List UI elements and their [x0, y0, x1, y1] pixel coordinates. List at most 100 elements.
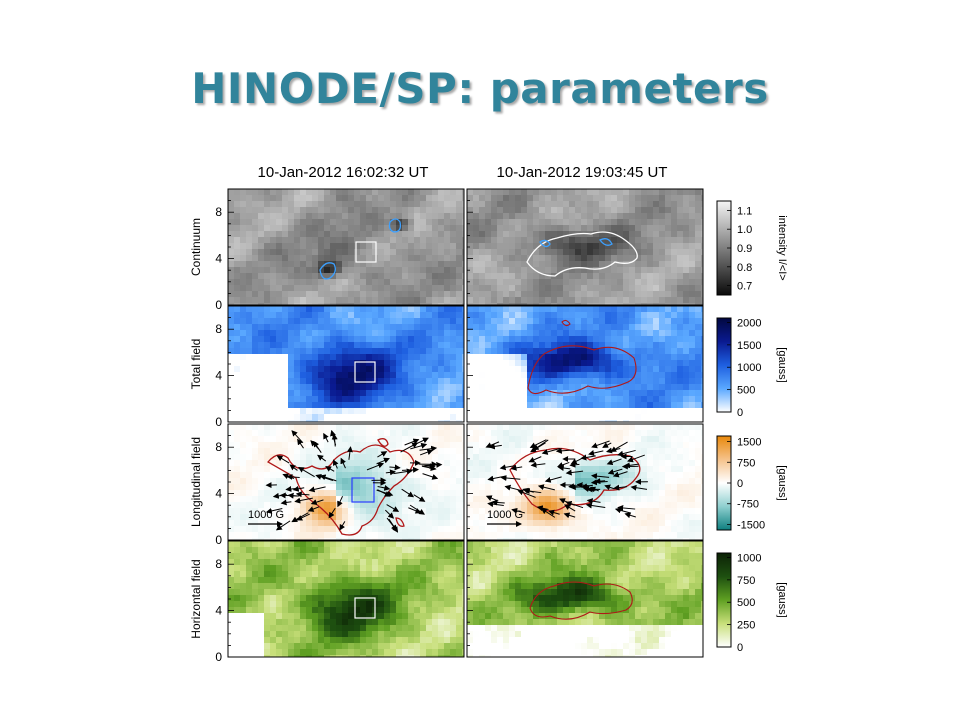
heatmap-cell: [228, 249, 235, 256]
heatmap-cell: [695, 312, 702, 319]
heatmap-cell: [551, 496, 558, 503]
heatmap-cell: [234, 414, 241, 421]
heatmap-cell: [306, 243, 313, 250]
heatmap-cell: [653, 336, 660, 343]
heatmap-cell: [677, 318, 684, 325]
heatmap-cell: [420, 408, 427, 415]
heatmap-cell: [330, 396, 337, 403]
heatmap-cell: [372, 396, 379, 403]
heatmap-cell: [629, 442, 636, 449]
heatmap-cell: [252, 408, 259, 415]
heatmap-cell: [240, 378, 247, 385]
heatmap-cell: [378, 261, 385, 268]
heatmap-cell: [641, 508, 648, 515]
heatmap-cell: [515, 297, 522, 304]
heatmap-cell: [270, 559, 277, 566]
heatmap-cell: [348, 306, 355, 313]
heatmap-cell: [623, 225, 630, 232]
heatmap-cell: [695, 348, 702, 355]
heatmap-cell: [599, 348, 606, 355]
heatmap-cell: [485, 237, 492, 244]
heatmap-cell: [372, 279, 379, 286]
heatmap-cell: [503, 514, 510, 521]
heatmap-cell: [360, 306, 367, 313]
heatmap-cell: [701, 402, 704, 409]
heatmap-cell: [318, 243, 325, 250]
heatmap-cell: [701, 478, 704, 485]
heatmap-cell: [683, 396, 690, 403]
heatmap-cell: [515, 213, 522, 220]
heatmap-cell: [611, 255, 618, 262]
heatmap-cell: [306, 189, 313, 196]
heatmap-cell: [396, 336, 403, 343]
heatmap-cell: [282, 267, 289, 274]
heatmap-cell: [491, 390, 498, 397]
heatmap-cell: [575, 336, 582, 343]
heatmap-cell: [294, 255, 301, 262]
heatmap-cell: [641, 348, 648, 355]
heatmap-cell: [599, 255, 606, 262]
heatmap-cell: [390, 430, 397, 437]
heatmap-cell: [521, 502, 528, 509]
heatmap-cell: [521, 414, 528, 421]
heatmap-cell: [462, 484, 465, 491]
heatmap-cell: [414, 267, 421, 274]
heatmap-cell: [533, 279, 540, 286]
heatmap-cell: [683, 520, 690, 527]
heatmap-cell: [605, 312, 612, 319]
heatmap-cell: [467, 390, 474, 397]
heatmap-cell: [665, 466, 672, 473]
heatmap-cell: [312, 348, 319, 355]
heatmap-cell: [629, 342, 636, 349]
heatmap-cell: [653, 237, 660, 244]
heatmap-cell: [533, 324, 540, 331]
heatmap-cell: [258, 508, 265, 515]
heatmap-cell: [509, 420, 516, 423]
heatmap-cell: [521, 267, 528, 274]
heatmap-cell: [228, 318, 235, 325]
heatmap-cell: [647, 466, 654, 473]
heatmap-cell: [336, 553, 343, 560]
heatmap-cell: [330, 207, 337, 214]
heatmap-cell: [545, 390, 552, 397]
heatmap-cell: [659, 261, 666, 268]
heatmap-cell: [336, 442, 343, 449]
heatmap-cell: [623, 306, 630, 313]
heatmap-cell: [605, 402, 612, 409]
heatmap-cell: [551, 195, 558, 202]
heatmap-cell: [438, 366, 445, 373]
heatmap-cell: [246, 231, 253, 238]
heatmap-cell: [318, 297, 325, 304]
heatmap-cell: [450, 291, 457, 298]
heatmap-cell: [647, 514, 654, 521]
heatmap-cell: [485, 213, 492, 220]
heatmap-cell: [354, 291, 361, 298]
heatmap-cell: [617, 279, 624, 286]
heatmap-cell: [527, 508, 534, 515]
heatmap-cell: [282, 324, 289, 331]
heatmap-cell: [533, 297, 540, 304]
heatmap-cell: [527, 414, 534, 421]
heatmap-cell: [270, 231, 277, 238]
heatmap-cell: [420, 484, 427, 491]
heatmap-cell: [408, 547, 415, 554]
heatmap-cell: [234, 261, 241, 268]
heatmap-cell: [300, 424, 307, 431]
heatmap-cell: [599, 514, 606, 521]
heatmap-cell: [228, 303, 235, 306]
heatmap-cell: [348, 490, 355, 497]
heatmap-cell: [240, 553, 247, 560]
heatmap-cell: [306, 430, 313, 437]
heatmap-cell: [605, 514, 612, 521]
heatmap-cell: [485, 372, 492, 379]
heatmap-cell: [462, 267, 465, 274]
heatmap-cell: [378, 348, 385, 355]
heatmap-cell: [300, 460, 307, 467]
heatmap-cell: [366, 189, 373, 196]
heatmap-cell: [551, 201, 558, 208]
heatmap-cell: [539, 285, 546, 292]
heatmap-cell: [456, 378, 463, 385]
heatmap-cell: [701, 508, 704, 515]
heatmap-cell: [701, 532, 704, 539]
heatmap-cell: [234, 384, 241, 391]
